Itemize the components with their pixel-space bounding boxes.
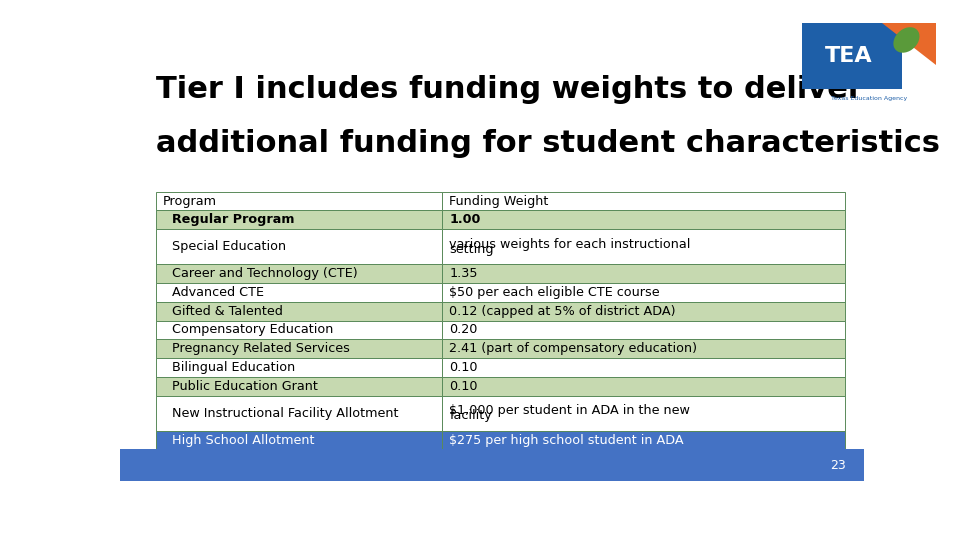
Text: 0.20: 0.20 xyxy=(449,323,478,336)
Bar xyxy=(156,396,442,430)
Text: $275 per high school student in ADA: $275 per high school student in ADA xyxy=(449,434,684,447)
Bar xyxy=(442,211,846,229)
Bar xyxy=(442,358,846,377)
Bar xyxy=(156,358,442,377)
Bar xyxy=(156,230,442,264)
Text: Texas Education Agency: Texas Education Agency xyxy=(830,96,907,101)
Bar xyxy=(442,396,846,430)
Bar xyxy=(156,321,442,339)
Bar xyxy=(442,192,846,211)
Bar xyxy=(156,339,442,358)
Text: New Instructional Facility Allotment: New Instructional Facility Allotment xyxy=(172,407,398,420)
Text: 1.00: 1.00 xyxy=(449,213,481,226)
Bar xyxy=(156,377,442,396)
Bar xyxy=(442,283,846,302)
Polygon shape xyxy=(882,23,936,65)
Bar xyxy=(442,321,846,339)
Text: additional funding for student characteristics: additional funding for student character… xyxy=(156,129,940,158)
Bar xyxy=(442,377,846,396)
Text: Program: Program xyxy=(163,194,217,207)
Text: 2.41 (part of compensatory education): 2.41 (part of compensatory education) xyxy=(449,342,697,355)
Text: Gifted & Talented: Gifted & Talented xyxy=(172,305,283,318)
Bar xyxy=(156,302,442,321)
Bar xyxy=(120,449,864,481)
Text: $50 per each eligible CTE course: $50 per each eligible CTE course xyxy=(449,286,660,299)
Text: 0.12 (capped at 5% of district ADA): 0.12 (capped at 5% of district ADA) xyxy=(449,305,676,318)
Text: Funding Weight: Funding Weight xyxy=(449,194,549,207)
Text: Tier I includes funding weights to deliver: Tier I includes funding weights to deliv… xyxy=(156,75,863,104)
Text: Career and Technology (CTE): Career and Technology (CTE) xyxy=(172,267,358,280)
Text: High School Allotment: High School Allotment xyxy=(172,434,315,447)
Ellipse shape xyxy=(894,27,920,53)
Text: Bilingual Education: Bilingual Education xyxy=(172,361,296,374)
Bar xyxy=(442,230,846,264)
Bar xyxy=(442,430,846,449)
Bar xyxy=(156,283,442,302)
Text: 1.35: 1.35 xyxy=(449,267,478,280)
Text: 0.10: 0.10 xyxy=(449,361,478,374)
Text: facility: facility xyxy=(449,409,492,422)
Text: setting: setting xyxy=(449,242,493,255)
Bar xyxy=(442,302,846,321)
Bar xyxy=(156,264,442,283)
Text: various weights for each instructional: various weights for each instructional xyxy=(449,238,691,251)
Text: TEA: TEA xyxy=(825,46,873,66)
Text: Special Education: Special Education xyxy=(172,240,286,253)
Text: Compensatory Education: Compensatory Education xyxy=(172,323,333,336)
Bar xyxy=(802,23,902,89)
Bar xyxy=(156,430,442,449)
Bar xyxy=(156,192,442,211)
Bar xyxy=(156,211,442,229)
Text: Public Education Grant: Public Education Grant xyxy=(172,380,318,393)
Bar xyxy=(442,339,846,358)
Text: Regular Program: Regular Program xyxy=(172,213,295,226)
Text: 0.10: 0.10 xyxy=(449,380,478,393)
Text: $1,000 per student in ADA in the new: $1,000 per student in ADA in the new xyxy=(449,404,690,417)
Text: Pregnancy Related Services: Pregnancy Related Services xyxy=(172,342,350,355)
Text: Advanced CTE: Advanced CTE xyxy=(172,286,264,299)
Bar xyxy=(442,264,846,283)
Text: 23: 23 xyxy=(829,458,846,471)
